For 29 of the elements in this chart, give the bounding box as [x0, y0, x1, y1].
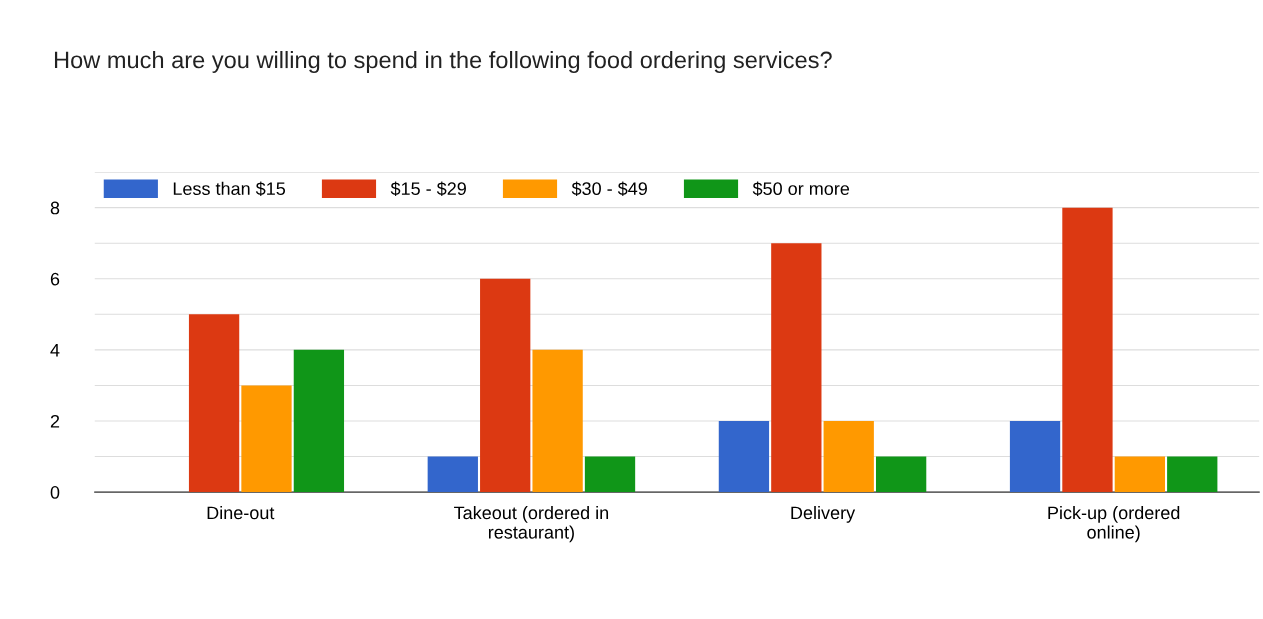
y-tick-label: 8: [50, 201, 60, 215]
y-tick-label: 4: [50, 343, 60, 357]
bar: [1062, 207, 1113, 493]
bar: [427, 456, 478, 493]
bar: [480, 278, 531, 493]
bar: [771, 243, 822, 493]
bar: [1009, 420, 1061, 493]
x-tick-label: Delivery: [791, 505, 856, 523]
x-tick-label: Takeout (ordered in restaurant): [454, 505, 609, 543]
bar: [1167, 456, 1218, 493]
legend-label: $30 - $49: [571, 181, 647, 197]
bar: [823, 420, 874, 493]
bar: [1114, 456, 1165, 493]
y-tick-label: 2: [50, 414, 60, 428]
legend-label: $15 - $29: [390, 181, 466, 197]
bar: [241, 385, 292, 493]
x-tick-label: Dine-out: [207, 505, 275, 520]
bar: [532, 349, 583, 493]
legend-label: $50 or more: [752, 181, 850, 197]
bar: [293, 349, 345, 493]
legend-label: Less than $15: [173, 181, 286, 197]
y-tick-label: 6: [50, 272, 60, 286]
bar: [875, 456, 927, 493]
y-tick-label: 0: [50, 486, 60, 499]
bar: [584, 456, 636, 493]
x-tick-label: Pick-up (ordered online): [1048, 505, 1180, 543]
bar: [718, 420, 770, 493]
bar: [188, 314, 240, 493]
chart-title: How much are you willing to spend in the following food ordering services?: [54, 50, 832, 73]
